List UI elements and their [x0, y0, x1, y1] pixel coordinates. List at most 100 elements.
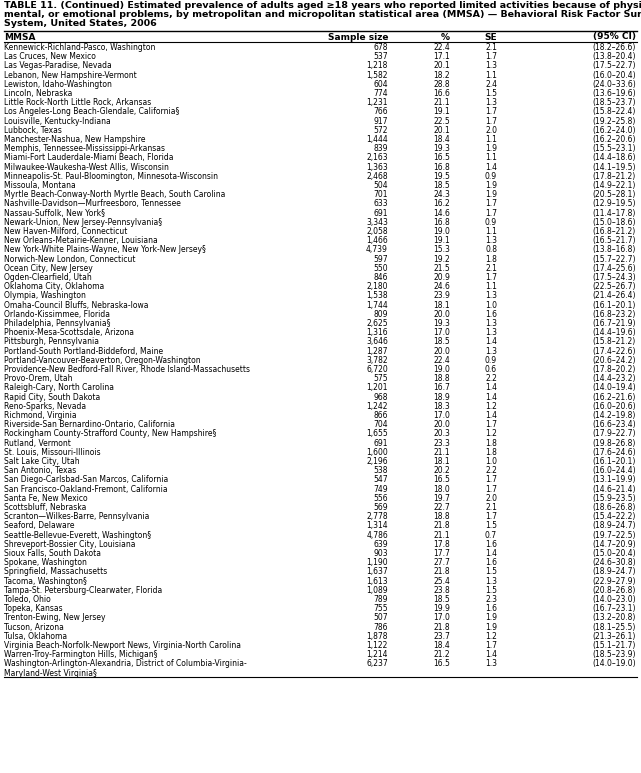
Text: 20.0: 20.0 — [433, 421, 450, 429]
Text: 1.7: 1.7 — [485, 485, 497, 494]
Text: 19.3: 19.3 — [433, 145, 450, 153]
Text: (15.7–22.7): (15.7–22.7) — [592, 254, 636, 264]
Text: 19.7: 19.7 — [433, 494, 450, 502]
Text: (22.5–26.7): (22.5–26.7) — [592, 282, 636, 291]
Text: 1.4: 1.4 — [485, 337, 497, 346]
Text: Sample size: Sample size — [328, 32, 388, 42]
Text: 1,744: 1,744 — [366, 301, 388, 310]
Text: (95% CI): (95% CI) — [593, 32, 636, 42]
Text: 2.0: 2.0 — [485, 494, 497, 502]
Text: 17.8: 17.8 — [433, 540, 450, 549]
Text: Little Rock-North Little Rock, Arkansas: Little Rock-North Little Rock, Arkansas — [4, 98, 151, 107]
Text: 1.3: 1.3 — [485, 577, 497, 586]
Text: 556: 556 — [373, 494, 388, 502]
Text: 572: 572 — [374, 126, 388, 135]
Text: Scranton—Wilkes-Barre, Pennsylvania: Scranton—Wilkes-Barre, Pennsylvania — [4, 512, 149, 521]
Text: 1.3: 1.3 — [485, 98, 497, 107]
Text: 1.3: 1.3 — [485, 329, 497, 337]
Text: 701: 701 — [374, 190, 388, 199]
Text: 2.4: 2.4 — [485, 80, 497, 89]
Text: 2,058: 2,058 — [367, 227, 388, 236]
Text: 1.8: 1.8 — [485, 448, 497, 457]
Text: 19.1: 19.1 — [433, 237, 450, 245]
Text: Salt Lake City, Utah: Salt Lake City, Utah — [4, 457, 79, 466]
Text: 597: 597 — [373, 254, 388, 264]
Text: 22.7: 22.7 — [433, 503, 450, 512]
Text: 1,287: 1,287 — [367, 346, 388, 356]
Text: Memphis, Tennessee-Mississippi-Arkansas: Memphis, Tennessee-Mississippi-Arkansas — [4, 145, 165, 153]
Text: 1.3: 1.3 — [485, 319, 497, 328]
Text: (12.9–19.5): (12.9–19.5) — [592, 199, 636, 209]
Text: 809: 809 — [374, 310, 388, 318]
Text: 16.6: 16.6 — [433, 89, 450, 98]
Text: 19.3: 19.3 — [433, 319, 450, 328]
Text: (14.0–23.0): (14.0–23.0) — [592, 595, 636, 604]
Text: 575: 575 — [373, 374, 388, 383]
Text: 1.8: 1.8 — [485, 254, 497, 264]
Text: (17.8–21.2): (17.8–21.2) — [593, 172, 636, 181]
Text: 19.9: 19.9 — [433, 604, 450, 613]
Text: 18.8: 18.8 — [433, 512, 450, 521]
Text: Myrtle Beach-Conway-North Myrtle Beach, South Carolina: Myrtle Beach-Conway-North Myrtle Beach, … — [4, 190, 226, 199]
Text: 2.2: 2.2 — [485, 374, 497, 383]
Text: 4,786: 4,786 — [366, 530, 388, 540]
Text: (18.2–26.6): (18.2–26.6) — [593, 43, 636, 52]
Text: SE: SE — [485, 32, 497, 42]
Text: (16.8–23.2): (16.8–23.2) — [593, 310, 636, 318]
Text: (16.7–21.9): (16.7–21.9) — [592, 319, 636, 328]
Text: 20.1: 20.1 — [433, 61, 450, 70]
Text: Philadelphia, Pennsylvania§: Philadelphia, Pennsylvania§ — [4, 319, 110, 328]
Text: Spokane, Washington: Spokane, Washington — [4, 558, 87, 567]
Text: 1,214: 1,214 — [367, 650, 388, 659]
Text: 504: 504 — [373, 181, 388, 190]
Text: (13.1–19.9): (13.1–19.9) — [592, 475, 636, 485]
Text: 1.5: 1.5 — [485, 522, 497, 530]
Text: (20.8–26.8): (20.8–26.8) — [593, 586, 636, 594]
Text: (17.5–22.7): (17.5–22.7) — [592, 61, 636, 70]
Text: Virginia Beach-Norfolk-Newport News, Virginia-North Carolina: Virginia Beach-Norfolk-Newport News, Vir… — [4, 641, 241, 650]
Text: 1.9: 1.9 — [485, 145, 497, 153]
Text: (17.9–22.7): (17.9–22.7) — [592, 429, 636, 438]
Text: 23.8: 23.8 — [433, 586, 450, 594]
Text: 547: 547 — [373, 475, 388, 485]
Text: 0.9: 0.9 — [485, 218, 497, 226]
Text: 1,582: 1,582 — [367, 70, 388, 80]
Text: (21.3–26.1): (21.3–26.1) — [593, 632, 636, 641]
Text: 23.7: 23.7 — [433, 632, 450, 641]
Text: 18.2: 18.2 — [433, 70, 450, 80]
Text: Missoula, Montana: Missoula, Montana — [4, 181, 76, 190]
Text: Rapid City, South Dakota: Rapid City, South Dakota — [4, 393, 100, 402]
Text: (22.9–27.9): (22.9–27.9) — [592, 577, 636, 586]
Text: 1.4: 1.4 — [485, 393, 497, 402]
Text: (20.6–24.2): (20.6–24.2) — [592, 356, 636, 365]
Text: (16.6–23.4): (16.6–23.4) — [592, 421, 636, 429]
Text: 16.8: 16.8 — [433, 218, 450, 226]
Text: San Diego-Carlsbad-San Marcos, California: San Diego-Carlsbad-San Marcos, Californi… — [4, 475, 168, 485]
Text: (14.4–23.2): (14.4–23.2) — [592, 374, 636, 383]
Text: 1.5: 1.5 — [485, 89, 497, 98]
Text: Pittsburgh, Pennsylvania: Pittsburgh, Pennsylvania — [4, 337, 99, 346]
Text: 691: 691 — [374, 209, 388, 218]
Text: 2,163: 2,163 — [367, 153, 388, 162]
Text: 1,613: 1,613 — [367, 577, 388, 586]
Text: 774: 774 — [373, 89, 388, 98]
Text: 2,625: 2,625 — [367, 319, 388, 328]
Text: 18.9: 18.9 — [433, 393, 450, 402]
Text: 1.3: 1.3 — [485, 61, 497, 70]
Text: 27.7: 27.7 — [433, 558, 450, 567]
Text: (16.0–24.4): (16.0–24.4) — [592, 466, 636, 475]
Text: (16.1–20.1): (16.1–20.1) — [593, 301, 636, 310]
Text: Reno-Sparks, Nevada: Reno-Sparks, Nevada — [4, 402, 86, 410]
Text: 16.8: 16.8 — [433, 162, 450, 172]
Text: 4,739: 4,739 — [366, 245, 388, 254]
Text: Sioux Falls, South Dakota: Sioux Falls, South Dakota — [4, 549, 101, 558]
Text: (18.5–23.9): (18.5–23.9) — [592, 650, 636, 659]
Text: 18.8: 18.8 — [433, 374, 450, 383]
Text: 1,538: 1,538 — [367, 291, 388, 301]
Text: 1,089: 1,089 — [367, 586, 388, 594]
Text: Olympia, Washington: Olympia, Washington — [4, 291, 86, 301]
Text: 2,468: 2,468 — [367, 172, 388, 181]
Text: 755: 755 — [373, 604, 388, 613]
Text: (16.1–20.1): (16.1–20.1) — [593, 457, 636, 466]
Text: 569: 569 — [373, 503, 388, 512]
